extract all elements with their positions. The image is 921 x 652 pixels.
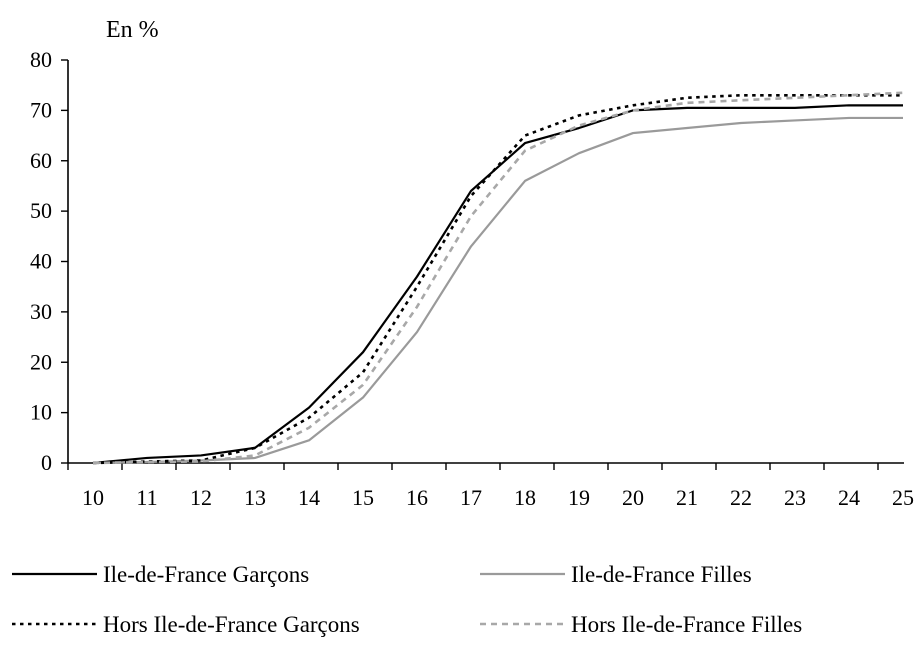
x-tick-label: 14 (298, 485, 320, 510)
legend-item: Ile-de-France Garçons (12, 562, 309, 587)
x-tick-label: 21 (676, 485, 698, 510)
y-tick-label: 40 (30, 249, 52, 274)
y-tick-label: 0 (41, 450, 52, 475)
y-tick-label: 10 (30, 400, 52, 425)
x-tick-label: 15 (352, 485, 374, 510)
axes: 0 10 20 30 40 50 60 70 80 10 11 12 13 14 15 16 17 18 19 20 2… (30, 47, 914, 510)
x-tick-label: 20 (622, 485, 644, 510)
y-tick-label: 50 (30, 198, 52, 223)
legend-item: Ile-de-France Filles (480, 562, 752, 587)
x-tick-label: 25 (892, 485, 914, 510)
y-tick-label: 70 (30, 97, 52, 122)
x-tick-label: 11 (136, 485, 157, 510)
y-tick-label: 80 (30, 47, 52, 72)
x-tick-label: 13 (244, 485, 266, 510)
series-line-2 (92, 116, 903, 465)
legend-item: Hors Ile-de-France Garçons (12, 612, 360, 637)
x-tick-label: 24 (838, 485, 860, 510)
x-tick-label: 12 (190, 485, 212, 510)
legend-item: Hors Ile-de-France Filles (480, 612, 802, 637)
x-tick-label: 18 (514, 485, 536, 510)
x-tick-label: 17 (460, 485, 482, 510)
y-axis-unit-label: En % (106, 17, 159, 43)
x-tick-label: 16 (406, 485, 428, 510)
x-tick-label: 10 (82, 485, 104, 510)
series-line-3 (92, 93, 903, 465)
legend: Ile-de-France Garçons Ile-de-France Fille… (12, 562, 802, 637)
legend-label: Ile-de-France Garçons (103, 562, 309, 587)
series-layer (92, 91, 904, 465)
x-tick-label: 23 (784, 485, 806, 510)
legend-label: Hors Ile-de-France Filles (571, 612, 802, 637)
series-line-4 (92, 91, 904, 465)
x-tick-label: 19 (568, 485, 590, 510)
series-line-1 (92, 104, 903, 465)
legend-label: Ile-de-France Filles (571, 562, 752, 587)
y-tick-label: 30 (30, 299, 52, 324)
y-tick-label: 60 (30, 148, 52, 173)
y-tick-label: 20 (30, 349, 52, 374)
legend-label: Hors Ile-de-France Garçons (103, 612, 360, 637)
x-tick-label: 22 (730, 485, 752, 510)
